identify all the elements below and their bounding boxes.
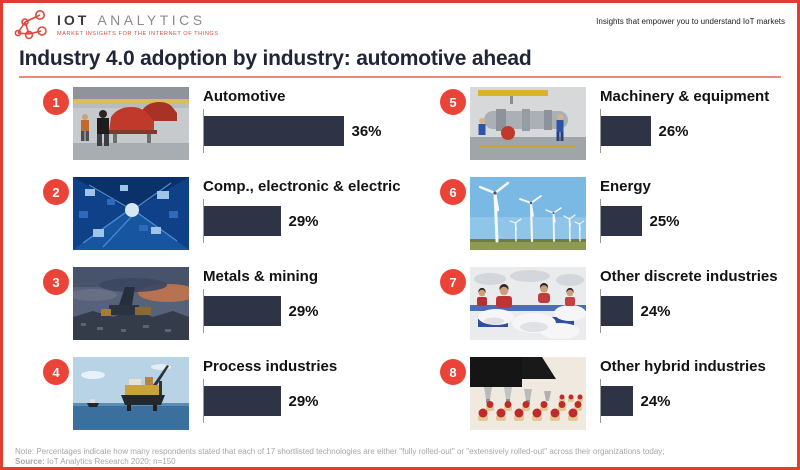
- footer-source: Source: IoT Analytics Research 2020; n=1…: [15, 457, 176, 466]
- bar-axis: 29%: [203, 289, 319, 333]
- left-column: 1: [3, 87, 401, 447]
- adoption-value: 25%: [649, 212, 680, 230]
- adoption-value: 29%: [288, 302, 319, 320]
- bar-axis: 24%: [600, 379, 766, 423]
- industry-label: Energy: [600, 178, 651, 195]
- adoption-value: 26%: [658, 122, 689, 140]
- adoption-bar: [601, 386, 633, 416]
- industry-item-hybrid: 8: [400, 357, 797, 447]
- logo-word-analytics: ANALYTICS: [97, 12, 206, 28]
- adoption-value: 29%: [288, 392, 319, 410]
- industry-label: Metals & mining: [203, 268, 319, 285]
- industry-item-energy: 6: [400, 177, 797, 267]
- adoption-value: 24%: [640, 302, 671, 320]
- offshore-platform-photo: [73, 357, 189, 430]
- logo-text: IOT ANALYTICS MARKET INSIGHTS FOR THE IN…: [57, 8, 219, 37]
- logo-word-iot: IOT: [57, 12, 90, 28]
- iot-analytics-logo: IOT ANALYTICS MARKET INSIGHTS FOR THE IN…: [11, 8, 219, 41]
- rank-badge: 1: [43, 89, 69, 115]
- adoption-bar: [601, 206, 642, 236]
- industry-label: Machinery & equipment: [600, 88, 770, 105]
- bar-axis: 25%: [600, 199, 680, 243]
- logo-tagline: MARKET INSIGHTS FOR THE INTERNET OF THIN…: [57, 31, 219, 37]
- right-column: 5: [400, 87, 797, 447]
- adoption-value: 24%: [640, 392, 671, 410]
- industry-item-automotive: 1: [3, 87, 400, 177]
- food-production-photo: [470, 357, 586, 430]
- industry-label: Other discrete industries: [600, 268, 778, 285]
- header: IOT ANALYTICS MARKET INSIGHTS FOR THE IN…: [3, 3, 797, 46]
- adoption-bar: [601, 296, 633, 326]
- network-nodes-icon: [11, 8, 51, 41]
- adoption-bar: [204, 296, 281, 326]
- bar-axis: 26%: [600, 109, 769, 153]
- rank-badge: 3: [43, 269, 69, 295]
- industry-item-machinery: 5: [400, 87, 797, 177]
- source-label: Source:: [15, 457, 45, 466]
- adoption-bar: [601, 116, 651, 146]
- bar-axis: 29%: [203, 379, 337, 423]
- industry-label: Comp., electronic & electric: [203, 178, 401, 195]
- bar-axis: 24%: [600, 289, 778, 333]
- circuit-board-photo: [73, 177, 189, 250]
- wind-turbines-photo: [470, 177, 586, 250]
- industry-label: Process industries: [203, 358, 338, 375]
- industry-label: Other hybrid industries: [600, 358, 766, 375]
- industry-item-metals-mining: 3: [3, 267, 400, 357]
- note-label: Note:: [15, 447, 35, 456]
- footer: Note: Percentages indicate how many resp…: [3, 447, 797, 467]
- rank-badge: 5: [440, 89, 466, 115]
- industry-item-discrete: 7: [400, 267, 797, 357]
- rank-badge: 6: [440, 179, 466, 205]
- industry-grid: 1: [3, 78, 797, 447]
- textile-factory-photo: [470, 267, 586, 340]
- rank-badge: 7: [440, 269, 466, 295]
- adoption-value: 36%: [351, 122, 382, 140]
- mining-quarry-photo: [73, 267, 189, 340]
- adoption-bar: [204, 206, 281, 236]
- rank-badge: 8: [440, 359, 466, 385]
- industry-label: Automotive: [203, 88, 286, 105]
- automotive-assembly-line-photo: [73, 87, 189, 160]
- rank-badge: 2: [43, 179, 69, 205]
- industry-item-electronics: 2: [3, 177, 401, 267]
- bar-axis: 36%: [203, 109, 382, 153]
- footer-note: Note: Percentages indicate how many resp…: [15, 447, 665, 456]
- title-block: Industry 4.0 adoption by industry: autom…: [19, 47, 781, 78]
- page-title: Industry 4.0 adoption by industry: autom…: [19, 47, 532, 70]
- machinery-workshop-photo: [470, 87, 586, 160]
- adoption-value: 29%: [288, 212, 319, 230]
- rank-badge: 4: [43, 359, 69, 385]
- industry-item-process: 4: [3, 357, 400, 447]
- adoption-bar: [204, 386, 281, 416]
- header-slogan: Insights that empower you to understand …: [596, 17, 785, 26]
- bar-axis: 29%: [203, 199, 401, 243]
- adoption-bar: [204, 116, 344, 146]
